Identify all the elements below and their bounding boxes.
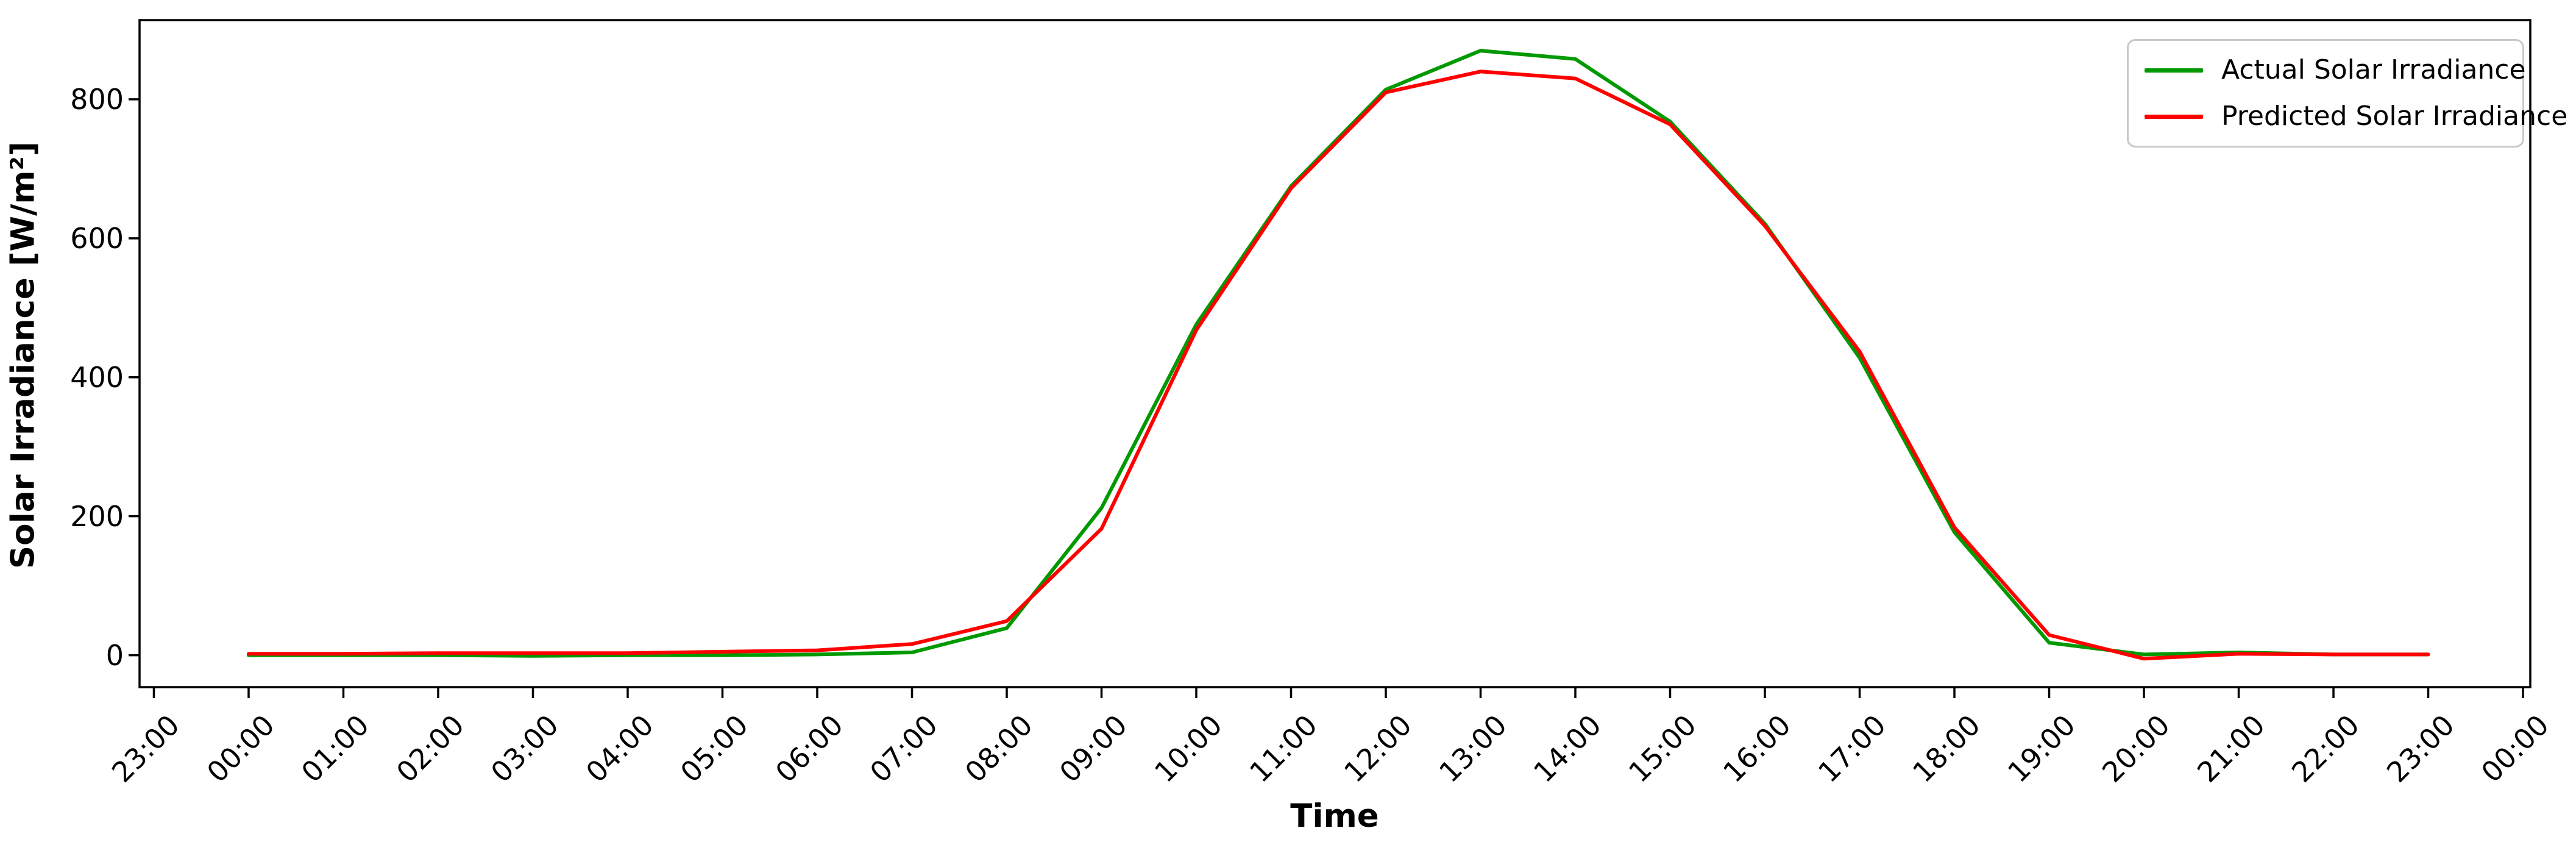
legend-label-actual: Actual Solar Irradiance xyxy=(2221,54,2526,85)
y-tick-label: 800 xyxy=(70,82,124,116)
y-tick-label: 600 xyxy=(70,221,124,255)
y-axis-title: Solar Irradiance [W/m²] xyxy=(4,141,42,569)
predicted-series-line xyxy=(247,70,2430,661)
legend: Actual Solar Irradiance Predicted Solar … xyxy=(2127,39,2567,148)
predicted-line-swatch xyxy=(2145,114,2203,119)
legend-item-actual: Actual Solar Irradiance xyxy=(2145,55,2526,85)
y-tick-label: 200 xyxy=(70,499,124,533)
legend-item-predicted: Predicted Solar Irradiance xyxy=(2145,102,2567,131)
actual-line-swatch xyxy=(2145,68,2203,73)
plot-area-spines xyxy=(138,19,2532,688)
x-axis-title: Time xyxy=(1290,798,1379,835)
legend-label-predicted: Predicted Solar Irradiance xyxy=(2221,101,2568,132)
y-tick-label: 400 xyxy=(70,360,124,394)
y-tick-label: 0 xyxy=(105,638,124,672)
